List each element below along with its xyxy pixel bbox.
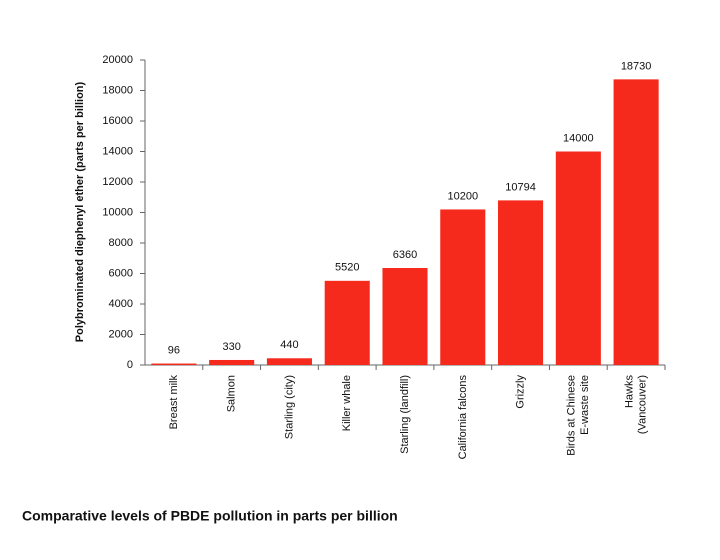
bar <box>324 280 370 365</box>
y-tick-label: 6000 <box>109 267 133 279</box>
value-label: 6360 <box>393 249 417 261</box>
bar <box>151 363 197 365</box>
value-label: 330 <box>222 341 240 353</box>
value-label: 10200 <box>447 190 478 202</box>
bar <box>209 359 255 365</box>
y-tick-label: 12000 <box>102 176 133 188</box>
y-tick-label: 20000 <box>102 54 133 66</box>
bar <box>498 200 544 365</box>
x-tick-label: Breast milk <box>168 375 180 430</box>
bar <box>382 268 428 365</box>
x-tick-label: Starling (landfill) <box>399 375 411 454</box>
y-tick-label: 16000 <box>102 115 133 127</box>
y-tick-label: 8000 <box>109 237 133 249</box>
bar <box>266 358 312 365</box>
value-label: 5520 <box>335 262 359 274</box>
x-tick-label: California falcons <box>457 375 469 460</box>
value-label: 18730 <box>621 60 652 72</box>
x-tick-label: Killer whale <box>341 375 353 431</box>
value-label: 14000 <box>563 132 594 144</box>
x-tick-label: Grizzly <box>514 375 526 409</box>
value-label: 440 <box>280 339 298 351</box>
value-label: 96 <box>168 344 180 356</box>
y-tick-label: 0 <box>127 359 133 371</box>
x-tick-label: Starling (city) <box>283 375 295 439</box>
y-tick-label: 14000 <box>102 145 133 157</box>
bar <box>555 151 601 365</box>
x-tick-label: Salmon <box>226 375 238 412</box>
x-tick-label: Birds at ChineseE-waste site <box>566 375 591 456</box>
x-tick-label: Hawks(Vancouver) <box>623 375 648 435</box>
y-tick-label: 2000 <box>109 328 133 340</box>
bar <box>440 209 486 365</box>
bar <box>613 79 659 366</box>
chart-title: Comparative levels of PBDE pollution in … <box>22 508 398 524</box>
y-tick-label: 4000 <box>109 298 133 310</box>
value-label: 10794 <box>505 181 536 193</box>
y-tick-label: 10000 <box>102 206 133 218</box>
y-tick-label: 18000 <box>102 84 133 96</box>
y-axis-label: Polybrominated diephenyl ether (parts pe… <box>74 81 86 342</box>
